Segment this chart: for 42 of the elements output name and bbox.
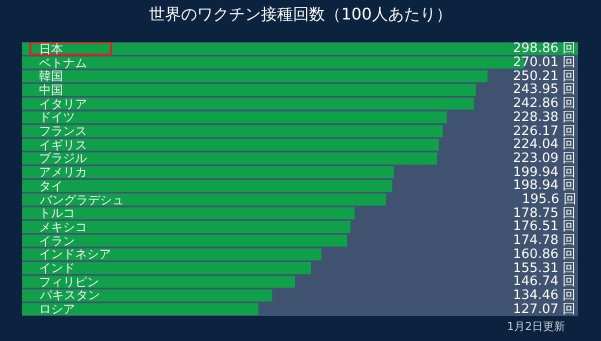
data-label: 242.86 回 xyxy=(513,96,576,111)
y-tick-label: ブラジル xyxy=(39,151,87,165)
data-label: 155.31 回 xyxy=(513,261,576,276)
y-tick-label: フランス xyxy=(39,124,87,138)
y-tick-label: イラン xyxy=(39,234,75,248)
y-tick-label: メキシコ xyxy=(39,220,87,234)
data-label: 243.95 回 xyxy=(513,82,576,97)
y-tick-label: タイ xyxy=(39,179,63,193)
y-tick-label: ベトナム xyxy=(39,56,87,70)
data-label: 224.04 回 xyxy=(513,137,576,152)
data-label: 250.21 回 xyxy=(513,69,576,84)
y-tick-label: アメリカ xyxy=(39,165,87,179)
y-tick-label: インド xyxy=(39,261,75,275)
y-tick-label: イタリア xyxy=(39,97,87,111)
data-label: 270.01 回 xyxy=(513,55,576,70)
data-label: 160.86 回 xyxy=(513,247,576,262)
data-label: 199.94 回 xyxy=(513,165,576,180)
chart-title: 世界のワクチン接種回数（100人あたり） xyxy=(149,4,452,24)
y-tick-label: フィリピン xyxy=(39,275,99,289)
y-tick-label: インドネシア xyxy=(39,247,111,261)
text: 1月2日更新 xyxy=(507,320,565,333)
y-tick-label: トルコ xyxy=(39,206,75,220)
data-label: 176.51 回 xyxy=(513,219,576,234)
data-label: 127.07 回 xyxy=(513,302,576,317)
y-tick-label: イギリス xyxy=(39,138,87,152)
data-label: 195.6 回 xyxy=(522,192,576,207)
data-label: 146.74 回 xyxy=(513,274,576,289)
y-tick-label: ロシア xyxy=(39,302,75,316)
y-tick-label: 中国 xyxy=(39,83,63,97)
y-tick-label: 日本 xyxy=(39,42,63,56)
data-label: 198.94 回 xyxy=(513,178,576,193)
y-tick-label: バングラデシュ xyxy=(39,193,124,207)
y-tick-label: ドイツ xyxy=(39,110,75,124)
y-tick-label: 韓国 xyxy=(39,69,63,83)
data-label: 134.46 回 xyxy=(513,288,576,303)
data-label: 223.09 回 xyxy=(513,151,576,166)
y-tick-label: パキスタン xyxy=(39,288,100,302)
data-label: 178.75 回 xyxy=(513,206,576,221)
data-label: 228.38 回 xyxy=(513,110,576,125)
data-label: 174.78 回 xyxy=(513,233,576,248)
data-label: 226.17 回 xyxy=(513,124,576,139)
data-label: 298.86 回 xyxy=(513,41,576,56)
